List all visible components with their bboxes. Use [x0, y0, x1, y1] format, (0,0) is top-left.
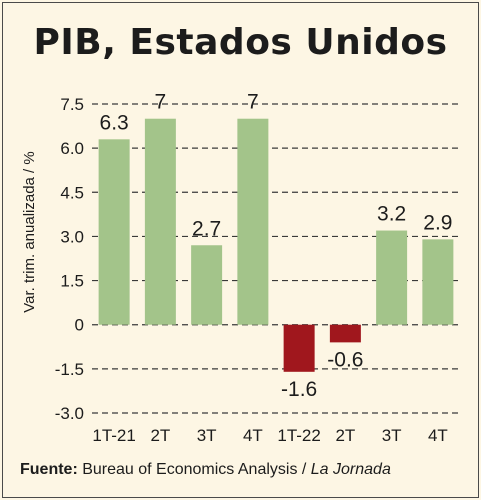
y-tick-label: 4.5 [60, 183, 84, 202]
bar [283, 324, 315, 372]
bar [422, 239, 454, 325]
bar [191, 245, 223, 325]
x-tick-label: 3T [197, 426, 217, 445]
x-tick-label: 4T [428, 426, 448, 445]
y-axis-title: Var. trim. anualizada / % [21, 151, 38, 312]
y-tick-label: 6.0 [60, 139, 84, 158]
bar [98, 139, 130, 325]
source-label: Fuente: [20, 461, 78, 478]
x-tick-label: 3T [382, 426, 402, 445]
x-tick-label: 2T [150, 426, 170, 445]
x-tick-label: 1T-22 [277, 426, 320, 445]
x-tick-label: 1T-21 [92, 426, 135, 445]
y-tick-label: 1.5 [60, 272, 84, 291]
x-tick-label: 2T [335, 426, 355, 445]
y-tick-label: 3.0 [60, 227, 84, 246]
x-tick-label: 4T [243, 426, 263, 445]
bar [144, 118, 176, 325]
bar [237, 118, 269, 325]
data-label: 6.3 [100, 111, 129, 134]
source-publication: La Jornada [310, 461, 391, 478]
data-label: -0.6 [327, 348, 363, 371]
data-label: 2.9 [423, 211, 452, 234]
source-text: Bureau of Economics Analysis / [77, 461, 311, 478]
data-label: 7 [155, 91, 167, 114]
y-tick-label: 0 [75, 316, 84, 335]
y-tick-label: -1.5 [55, 360, 84, 379]
y-tick-label: 7.5 [60, 95, 84, 114]
data-label: -1.6 [281, 378, 317, 401]
y-tick-label: -3.0 [55, 404, 84, 423]
data-label: 2.7 [192, 217, 221, 240]
data-label: 3.2 [377, 203, 406, 226]
data-label: 7 [247, 91, 259, 114]
bar [329, 324, 361, 343]
source-note: Fuente: Bureau of Economics Analysis / L… [20, 461, 391, 479]
bar [376, 230, 408, 325]
chart-title: PIB, Estados Unidos [33, 22, 448, 63]
